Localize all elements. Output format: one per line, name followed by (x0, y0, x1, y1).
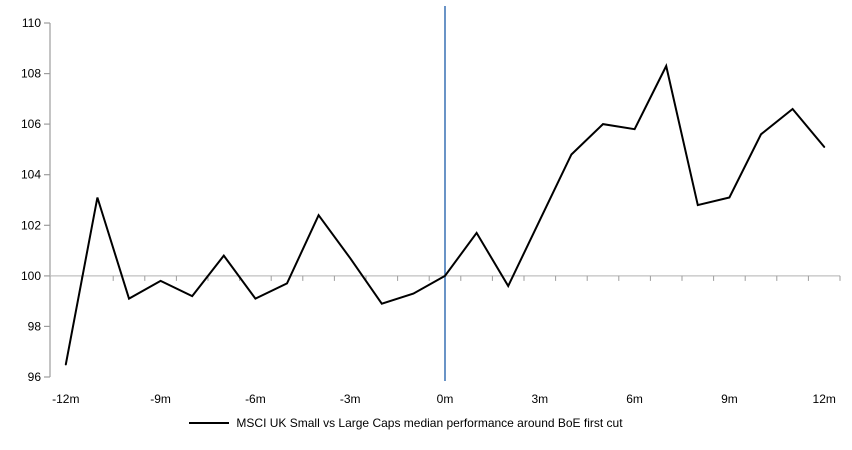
series-line (64, 63, 826, 366)
x-axis-tick-label: -9m (150, 392, 171, 406)
x-axis-tick-label: 9m (721, 392, 738, 406)
y-axis-tick-label: 100 (21, 269, 41, 283)
x-axis-tick-label: 12m (813, 392, 836, 406)
legend-label: MSCI UK Small vs Large Caps median perfo… (236, 416, 623, 430)
y-axis-tick-label: 102 (21, 218, 41, 232)
y-axis-tick-label: 108 (21, 67, 41, 81)
y-axis-tick-label: 96 (28, 370, 42, 384)
y-axis-tick-label: 106 (21, 117, 41, 131)
x-axis-tick-label: -3m (340, 392, 361, 406)
y-axis-tick-label: 104 (21, 168, 41, 182)
legend-line-sample (189, 422, 230, 424)
x-axis-tick-label: -12m (52, 392, 79, 406)
x-axis-tick-label: 3m (531, 392, 548, 406)
x-axis-tick-label: 6m (626, 392, 643, 406)
y-axis-tick-label: 98 (28, 319, 42, 333)
x-axis-tick-label: 0m (437, 392, 454, 406)
x-axis-tick-label: -6m (245, 392, 266, 406)
y-axis-tick-label: 110 (22, 16, 41, 30)
chart-legend: MSCI UK Small vs Large Caps median perfo… (0, 414, 812, 432)
